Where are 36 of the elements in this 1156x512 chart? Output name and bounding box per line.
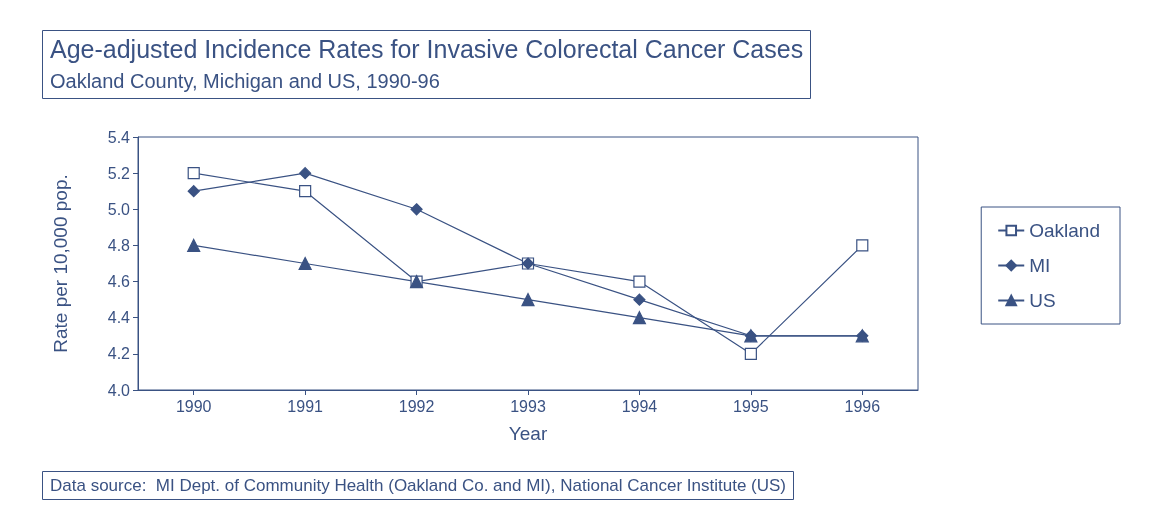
y-axis-title: Rate per 10,000 pop. [50, 174, 71, 353]
point [299, 167, 312, 180]
x-tick-label: 1992 [398, 397, 435, 415]
source-note: Data source: MI Dept. of Community Health (Oakland Co. and MI), National Cancer Institute (US) [50, 476, 787, 495]
point [856, 239, 869, 252]
point [744, 347, 757, 360]
y-tick-label: 5.2 [107, 164, 131, 182]
point [633, 293, 646, 306]
legend-label: MI [1029, 255, 1051, 276]
point [299, 185, 312, 198]
point [187, 167, 200, 180]
x-tick-label: 1990 [175, 397, 212, 415]
point [410, 203, 423, 216]
point [187, 185, 200, 198]
point [187, 238, 201, 253]
x-tick-label: 1994 [621, 397, 658, 415]
x-axis-title: Year [508, 423, 548, 444]
y-tick-label: 4.0 [107, 381, 131, 399]
point [521, 293, 535, 307]
point [632, 311, 647, 325]
legend-label: Oakland [1029, 220, 1101, 241]
y-tick-label: 5.0 [107, 200, 131, 218]
chart-title: Age-adjusted Incidence Rates for Invasive Colorectal Cancer Cases [50, 34, 804, 63]
x-tick-label: 1996 [844, 397, 881, 415]
x-tick-label: 1995 [733, 397, 769, 415]
chart-subtitle: Oakland County, Michigan and US, 1990-96 [50, 70, 440, 92]
point [633, 275, 646, 288]
legend-label: US [1029, 290, 1056, 311]
y-tick-label: 4.4 [107, 309, 131, 327]
x-tick-label: 1993 [510, 397, 546, 415]
y-tick-label: 5.4 [107, 128, 131, 146]
y-tick-label: 4.2 [107, 345, 131, 363]
x-tick-label: 1991 [287, 397, 324, 415]
y-tick-label: 4.8 [107, 236, 131, 254]
y-tick-label: 4.6 [107, 273, 131, 291]
point [298, 256, 312, 271]
